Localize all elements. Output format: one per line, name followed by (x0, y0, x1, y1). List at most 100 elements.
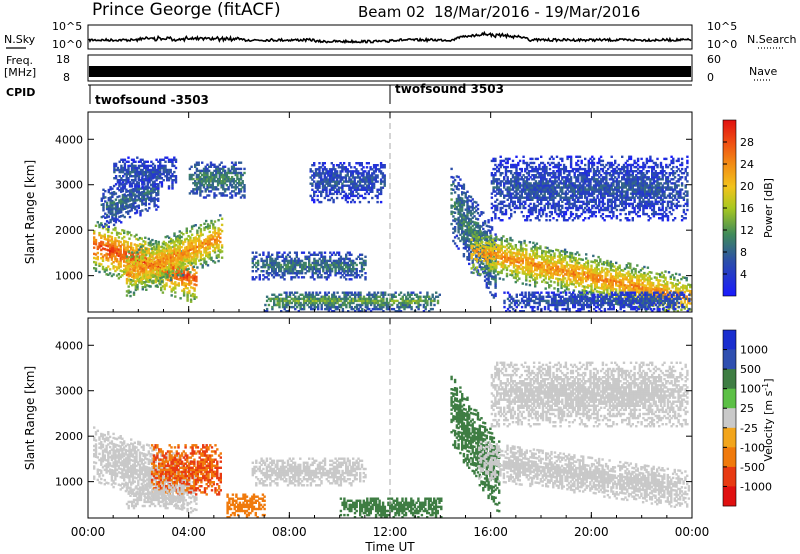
echo-cell (191, 276, 195, 279)
echo-cell (334, 301, 337, 305)
echo-cell (165, 270, 168, 273)
echo-cell (152, 245, 156, 248)
echo-cell (332, 261, 335, 265)
echo-cell (136, 255, 139, 258)
echo-cell (330, 170, 333, 173)
echo-cell (484, 231, 487, 234)
nave-label: Nave (749, 65, 777, 78)
echo-cell (308, 265, 311, 269)
echo-cell (211, 177, 214, 181)
echo-cell (217, 245, 220, 248)
echo-cell (178, 265, 181, 268)
echo-cell (101, 243, 105, 246)
echo-cell (138, 247, 142, 250)
echo-cell (238, 184, 241, 187)
echo-cell (498, 277, 502, 280)
echo-cell (374, 174, 377, 177)
echo-cell (372, 176, 376, 179)
echo-cell (313, 198, 316, 202)
echo-cell (114, 177, 118, 180)
echo-cell (116, 204, 119, 207)
echo-cell (190, 243, 194, 247)
echo-cell (141, 281, 144, 285)
echo-cell (332, 184, 335, 187)
echo-cell (482, 211, 485, 214)
echo-cell (109, 204, 112, 207)
echo-cell (176, 274, 180, 277)
echo-cell (119, 259, 122, 262)
echo-cell (192, 245, 196, 248)
echo-cell (171, 162, 174, 166)
echo-cell (197, 177, 200, 181)
echo-cell (350, 170, 353, 173)
echo-cell (203, 238, 206, 242)
echo-cell (285, 263, 288, 267)
echo-cell (243, 194, 246, 197)
echo-cell (169, 254, 173, 257)
echo-cell (192, 249, 196, 252)
echo-cell (208, 180, 211, 183)
echo-cell (297, 301, 300, 305)
echo-cell (180, 231, 183, 235)
echo-cell (293, 257, 297, 261)
echo-cell (365, 176, 369, 179)
echo-cell (125, 294, 129, 297)
echo-cell (299, 270, 302, 273)
echo-cell (372, 178, 376, 181)
echo-cell (213, 186, 216, 189)
echo-cell (310, 305, 313, 309)
echo-cell (234, 161, 237, 164)
echo-cell (239, 175, 243, 179)
echo-cell (365, 166, 369, 169)
echo-cell (171, 158, 174, 161)
echo-cell (173, 242, 176, 245)
echo-cell (300, 270, 304, 273)
echo-cell (348, 176, 351, 179)
echo-cell (334, 307, 337, 311)
echo-cell (125, 175, 128, 178)
echo-cell (150, 280, 153, 283)
echo-cell (302, 297, 306, 301)
echo-cell (120, 215, 123, 218)
echo-cell (152, 275, 155, 278)
echo-cell (103, 243, 106, 247)
echo-cell (364, 196, 367, 200)
echo-cell (124, 252, 128, 256)
echo-cell (139, 191, 142, 194)
echo-cell (302, 307, 306, 311)
echo-cell (297, 295, 300, 298)
echo-cell (141, 255, 144, 258)
echo-cell (364, 170, 367, 173)
echo-cell (236, 182, 239, 185)
echo-cell (364, 176, 367, 179)
echo-cell (104, 190, 107, 193)
echo-cell (189, 248, 192, 251)
echo-cell (188, 277, 191, 280)
echo-cell (203, 226, 206, 230)
echo-cell (105, 214, 109, 217)
echo-cell (327, 259, 330, 263)
echo-cell (206, 251, 210, 255)
echo-cell (563, 277, 567, 280)
echo-cell (193, 279, 196, 282)
echo-cell (255, 276, 258, 279)
echo-cell (127, 179, 130, 182)
echo-cell (350, 172, 353, 175)
echo-cell (173, 240, 176, 243)
echo-cell (131, 275, 134, 279)
echo-cell (208, 182, 211, 185)
echo-cell (343, 276, 346, 279)
echo-cell (187, 249, 190, 252)
echo-cell (318, 162, 321, 165)
echo-cell (336, 272, 339, 275)
echo-cell (324, 293, 327, 296)
echo-cell (199, 175, 202, 179)
echo-cell (148, 181, 151, 184)
echo-cell (365, 178, 369, 181)
echo-cell (169, 268, 173, 271)
echo-cell (107, 215, 110, 218)
echo-cell (267, 255, 270, 258)
echo-cell (265, 261, 269, 265)
echo-cell (295, 301, 299, 305)
echo-cell (109, 188, 112, 191)
